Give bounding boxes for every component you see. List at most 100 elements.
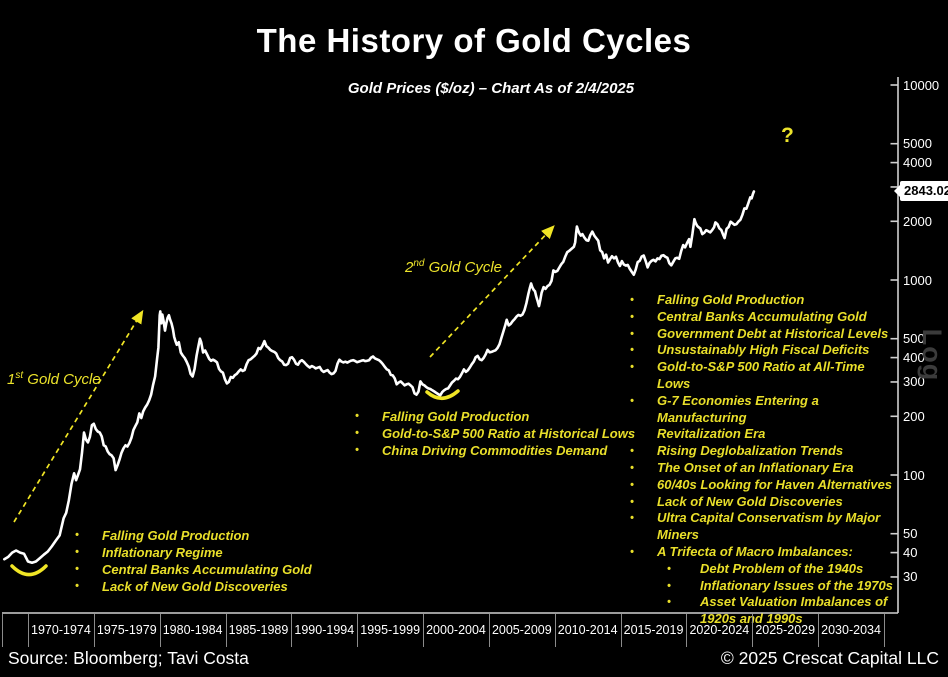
x-band-separator — [28, 614, 29, 647]
note-text: Falling Gold Production — [657, 292, 805, 307]
bullet-icon: • — [630, 310, 634, 323]
bullet-icon: • — [630, 344, 634, 357]
x-band-label: 2005-2009 — [491, 623, 552, 637]
note-text: Unsustainably High Fiscal Deficits — [657, 342, 870, 358]
note-text: Inflationary Regime — [102, 545, 223, 560]
bullet-icon: • — [667, 596, 671, 609]
note-item: • Inflationary Regime — [72, 544, 362, 561]
x-band-separator — [489, 614, 490, 647]
x-band-separator — [686, 614, 687, 647]
bullet-icon: • — [630, 461, 634, 474]
note-item: • Unsustainably High Fiscal Deficits — [627, 342, 895, 359]
note-item: • Gold-to-S&P 500 Ratio at All-Time Lows — [627, 359, 895, 393]
note-text: The Onset of an Inflationary Era — [657, 459, 854, 475]
y-tick-label: 50 — [903, 526, 918, 542]
bullet-icon: • — [630, 478, 634, 491]
x-band-label: 2030-2034 — [821, 623, 881, 637]
cycle3-drivers-list: • Falling Gold Production • Central Banks A… — [627, 292, 895, 628]
y-tick-label: 10000 — [903, 77, 940, 93]
note-item: • Lack of New Gold Discoveries — [72, 578, 362, 595]
x-band-separator — [94, 614, 95, 647]
x-band-separator — [752, 614, 753, 647]
cycle2-trend-arrow — [429, 225, 555, 358]
cycle2-bottom-arc — [425, 389, 460, 400]
x-band-label: 2010-2014 — [557, 623, 618, 637]
gold-price-line — [3, 190, 756, 564]
note-item: • Central Banks Accumulating Gold — [72, 561, 362, 578]
bullet-icon: • — [75, 580, 79, 592]
source-credit: Source: Bloomberg; Tavi Costa — [8, 648, 249, 668]
note-item: • Debt Problem of the 1940s — [627, 561, 895, 578]
x-band-separator — [555, 614, 556, 647]
note-item: • China Driving Commodities Demand — [352, 442, 652, 459]
cycle1-drivers-list: • Falling Gold Production • Inflationary Re… — [72, 527, 362, 595]
future-cycle-question-mark: ? — [781, 124, 794, 147]
log-scale-label: Log — [917, 328, 947, 382]
bullet-icon: • — [667, 562, 671, 575]
y-tick-label: 500 — [903, 331, 925, 347]
cycle2-label-number: 2 — [405, 259, 414, 276]
bullet-icon: • — [667, 579, 671, 592]
x-band-separator — [160, 614, 161, 647]
note-text: Asset Valuation Imbalances of 1920s and … — [700, 594, 888, 627]
x-band-label: 1970-1974 — [31, 623, 91, 637]
cycle2-label: 2nd Gold Cycle — [405, 258, 502, 276]
bullet-icon: • — [630, 512, 634, 525]
bullet-icon: • — [75, 546, 79, 558]
note-text: Ultra Capital Conservatism by Major Mine… — [657, 510, 881, 543]
x-band-label: 2020-2024 — [689, 623, 750, 637]
note-text: 60/40s Looking for Haven Alternatives — [657, 476, 893, 492]
note-text: Debt Problem of the 1940s — [700, 560, 864, 576]
y-tick-label: 100 — [903, 467, 925, 483]
bullet-icon: • — [630, 361, 634, 374]
x-band-label: 2025-2029 — [755, 623, 816, 637]
y-tick-label: 30 — [903, 569, 918, 585]
x-band-separator — [884, 614, 885, 647]
note-item: • Central Banks Accumulating Gold — [627, 309, 895, 326]
note-text: Central Banks Accumulating Gold — [102, 562, 312, 577]
x-band-label: 1990-1994 — [294, 623, 355, 637]
note-text: Gold-to-S&P 500 Ratio at Historical Lows — [382, 426, 636, 441]
note-text: G-7 Economies Entering a Manufacturing R… — [657, 392, 819, 442]
axes — [2, 77, 899, 614]
y-tick-label: 40 — [903, 545, 918, 561]
note-item: • Asset Valuation Imbalances of 1920s and… — [627, 594, 895, 628]
note-item: • The Onset of an Inflationary Era — [627, 460, 895, 477]
x-band-separator — [818, 614, 819, 647]
cycle1-trend-arrow — [13, 309, 144, 523]
x-band-separator — [291, 614, 292, 647]
copyright-notice: © 2025 Crescat Capital LLC — [720, 648, 939, 668]
y-tick-label: 5000 — [903, 136, 932, 152]
x-band-separator — [226, 614, 227, 647]
chart-subtitle: Gold Prices ($/oz) – Chart As of 2/4/202… — [347, 80, 635, 97]
note-text: Falling Gold Production — [382, 409, 530, 424]
cycle2-drivers-list: • Falling Gold Production • Gold-to-S&P 500… — [352, 408, 652, 459]
y-tick-label: 300 — [903, 374, 925, 390]
last-price-callout: 2843.02 — [894, 181, 948, 201]
note-item: • Falling Gold Production — [352, 408, 652, 425]
x-band-separator — [2, 614, 3, 647]
bullet-icon: • — [75, 529, 79, 541]
page-title: The History of Gold Cycles — [256, 22, 692, 59]
cycle1-label-text: Gold Cycle — [23, 371, 101, 388]
note-text: A Trifecta of Macro Imbalances: — [657, 543, 853, 559]
note-text: Government Debt at Historical Levels — [657, 325, 889, 341]
note-item: • Falling Gold Production — [627, 292, 895, 309]
cycle1-label-ordinal: st — [15, 370, 24, 381]
x-band-separator — [357, 614, 358, 647]
bullet-icon: • — [355, 427, 359, 439]
note-item: • Inflationary Issues of the 1970s — [627, 578, 895, 595]
note-text: Falling Gold Production — [102, 528, 250, 543]
note-text: Rising Deglobalization Trends — [657, 443, 844, 459]
note-text: Inflationary Issues of the 1970s — [700, 577, 893, 593]
note-item: • Falling Gold Production — [72, 527, 362, 544]
x-band-separator — [423, 614, 424, 647]
bullet-icon: • — [630, 294, 634, 306]
x-band-label: 1985-1989 — [228, 623, 289, 637]
bullet-icon: • — [630, 545, 634, 558]
note-item: • Government Debt at Historical Levels — [627, 326, 895, 343]
x-band-label: 1975-1979 — [96, 623, 157, 637]
note-item: • Lack of New Gold Discoveries — [627, 494, 895, 511]
x-band-label: 2000-2004 — [426, 623, 486, 637]
